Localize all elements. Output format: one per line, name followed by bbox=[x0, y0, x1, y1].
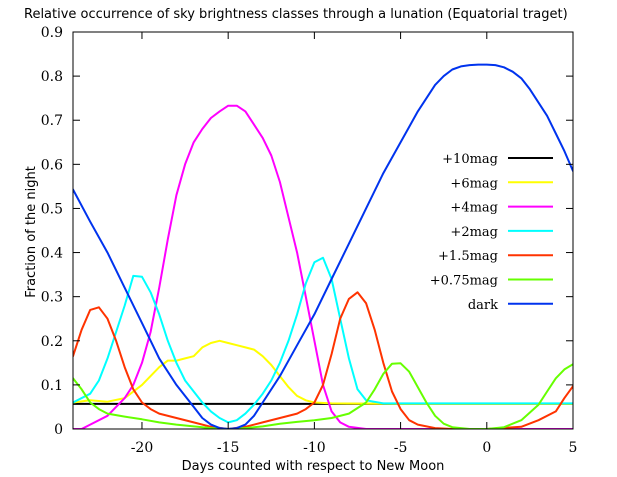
y-tick-label: 0.6 bbox=[41, 157, 63, 173]
x-tick-label: -20 bbox=[131, 440, 154, 456]
x-axis-label: Days counted with respect to New Moon bbox=[182, 459, 445, 474]
series-line-4mag bbox=[73, 104, 573, 429]
legend-label-10mag: +10mag bbox=[442, 152, 498, 167]
legend-label-1-5mag: +1.5mag bbox=[438, 249, 498, 264]
y-tick-label: 0.9 bbox=[41, 25, 63, 41]
axis-tick-labels: 0 0.1 0.2 0.3 0.4 0.5 0.6 0.7 0.8 0.9 -20 -15 -10 -5 0… bbox=[41, 25, 578, 456]
y-tick-label: 0.4 bbox=[41, 246, 63, 262]
y-tick-label: 0.7 bbox=[41, 113, 63, 129]
plot-series bbox=[73, 63, 573, 429]
y-tick-label: 0.3 bbox=[41, 290, 63, 306]
y-axis-label: Fraction of the night bbox=[24, 166, 39, 298]
series-line-6mag bbox=[73, 339, 573, 405]
y-tick-label: 0 bbox=[54, 422, 63, 438]
y-tick-label: 0.8 bbox=[41, 69, 63, 85]
series-line-1-5mag bbox=[73, 291, 573, 429]
x-tick-label: -15 bbox=[217, 440, 240, 456]
legend-label-6mag: +6mag bbox=[450, 176, 498, 191]
chart-title: Relative occurrence of sky brightness cl… bbox=[24, 7, 568, 22]
y-tick-label: 0.1 bbox=[41, 378, 63, 394]
plot-frame bbox=[72, 31, 574, 430]
axis-ticks bbox=[73, 31, 574, 430]
y-tick-label: 0.2 bbox=[41, 334, 63, 350]
x-tick-label: -5 bbox=[394, 440, 408, 456]
series-line-2mag bbox=[73, 256, 573, 424]
legend-label-dark: dark bbox=[468, 298, 498, 313]
legend-label-0-75mag: +0.75mag bbox=[430, 274, 498, 289]
x-tick-label: 0 bbox=[482, 440, 491, 456]
legend-label-2mag: +2mag bbox=[450, 225, 498, 240]
x-tick-label: -10 bbox=[303, 440, 326, 456]
x-tick-label: 5 bbox=[569, 440, 578, 456]
legend-label-4mag: +4mag bbox=[450, 201, 498, 216]
y-tick-label: 0.5 bbox=[41, 201, 63, 217]
legend: +10mag +6mag +4mag +2mag +1.5mag +0.75mag dark bbox=[430, 152, 553, 313]
series-line-dark bbox=[73, 63, 573, 429]
series-line-0-75mag bbox=[73, 362, 573, 429]
